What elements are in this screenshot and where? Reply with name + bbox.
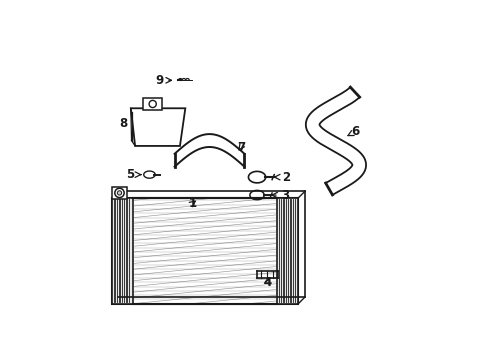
Polygon shape xyxy=(131,108,185,146)
Bar xyxy=(112,198,298,304)
Text: 8: 8 xyxy=(119,117,138,130)
FancyBboxPatch shape xyxy=(143,98,162,110)
Circle shape xyxy=(149,100,156,108)
Text: 4: 4 xyxy=(263,276,271,289)
Text: 6: 6 xyxy=(347,125,359,138)
Circle shape xyxy=(115,188,124,198)
FancyBboxPatch shape xyxy=(111,187,127,199)
Bar xyxy=(112,198,132,304)
Text: 2: 2 xyxy=(274,171,289,184)
Text: 5: 5 xyxy=(126,168,141,181)
Text: 9: 9 xyxy=(155,74,171,87)
Text: 1: 1 xyxy=(188,197,196,210)
Bar xyxy=(132,198,277,304)
Text: 7: 7 xyxy=(236,140,244,153)
Bar xyxy=(277,198,298,304)
Text: 3: 3 xyxy=(271,189,289,202)
Circle shape xyxy=(117,191,122,195)
